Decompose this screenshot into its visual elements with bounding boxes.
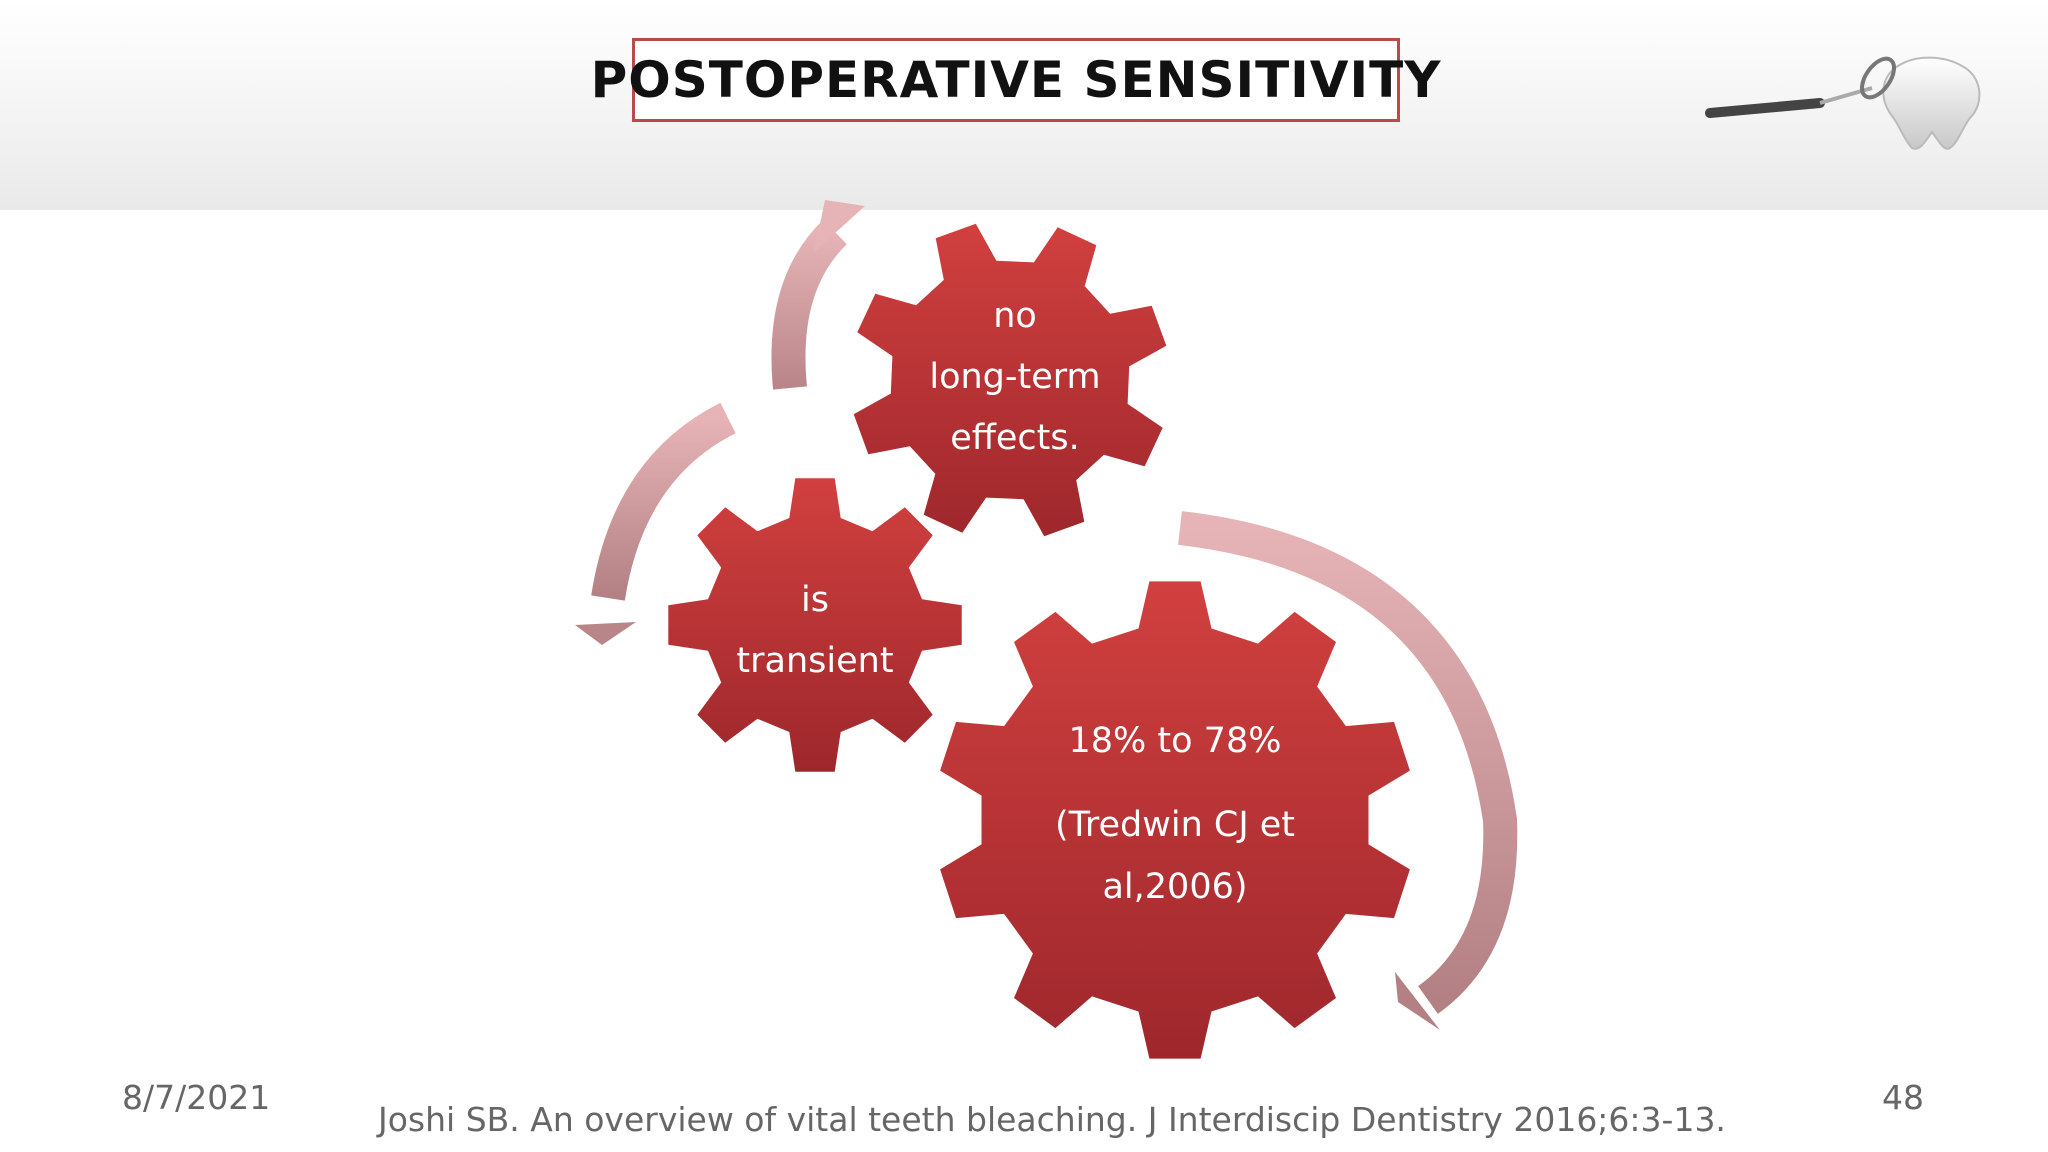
gear-label-line: al,2006) xyxy=(1102,867,1248,907)
gear-label-percentage: 18% to 78% (Tredwin CJ et al,2006) xyxy=(1000,710,1350,918)
gear-long-term xyxy=(853,223,1167,537)
cycle-arrows xyxy=(575,200,1518,1030)
arrow-left-head xyxy=(575,622,636,645)
gear-label-line: 18% to 78% xyxy=(1068,721,1282,761)
arrow-top-head xyxy=(814,200,865,252)
gear-label-line: is xyxy=(801,580,829,620)
arrow-left xyxy=(591,402,736,601)
dental-mirror-tooth-icon xyxy=(1705,56,1981,150)
gear-label-transient: is transient xyxy=(670,570,960,692)
slide-title: POSTOPERATIVE SENSITIVITY xyxy=(590,51,1442,109)
arrow-top xyxy=(771,219,848,390)
citation: Joshi SB. An overview of vital teeth ble… xyxy=(378,1100,1726,1139)
gear-label-line: long-term xyxy=(929,357,1101,397)
title-box: POSTOPERATIVE SENSITIVITY xyxy=(591,38,1440,122)
gear-label-line: effects. xyxy=(950,418,1080,458)
gear-label-line: no xyxy=(993,296,1037,336)
slide-date: 8/7/2021 xyxy=(122,1078,271,1117)
gear-percentage xyxy=(940,581,1410,1059)
gear-label-line: transient xyxy=(736,641,894,681)
gear-label-line: (Tredwin CJ et xyxy=(1054,805,1296,845)
arrow-right-head xyxy=(1395,972,1440,1030)
gear-label-long-term: no long-term effects. xyxy=(870,286,1160,469)
page-number: 48 xyxy=(1882,1078,1924,1117)
gear-transient xyxy=(668,478,962,772)
arrow-right xyxy=(1178,511,1518,1014)
